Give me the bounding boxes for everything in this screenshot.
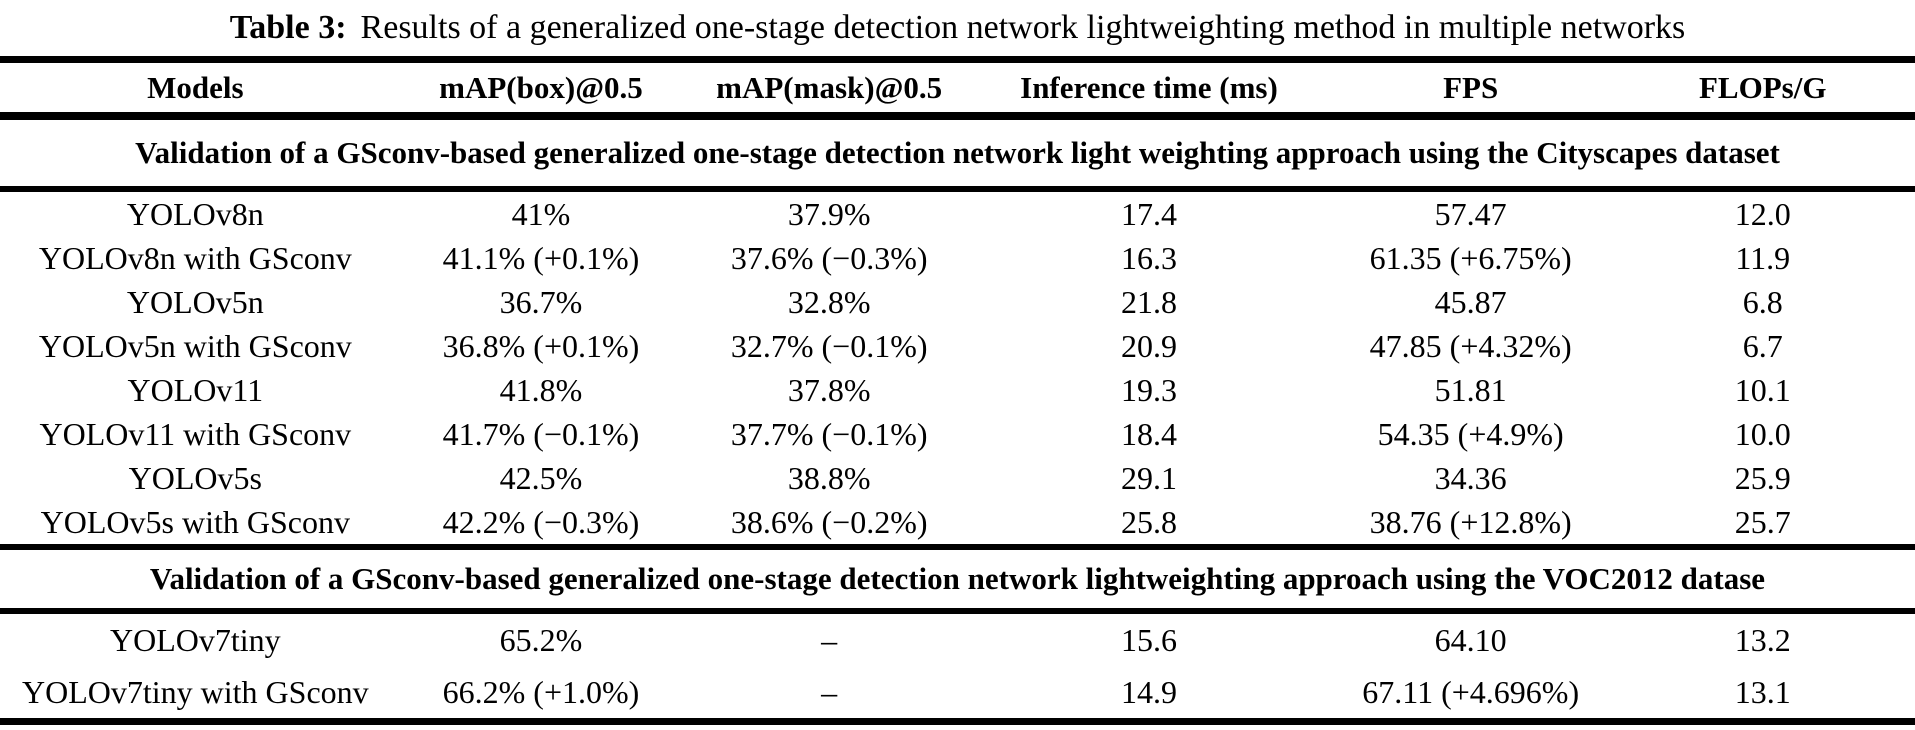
- table-row: YOLOv5s with GSconv 42.2% (−0.3%) 38.6% …: [0, 500, 1915, 547]
- table-row: YOLOv11 41.8% 37.8% 19.3 51.81 10.1: [0, 368, 1915, 412]
- cell-map-mask: 37.7% (−0.1%): [730, 415, 928, 452]
- column-header-inference-time: Inference time (ms): [967, 56, 1331, 120]
- cell-flops: 25.7: [1734, 503, 1791, 540]
- cell-map-mask: 32.7% (−0.1%): [730, 327, 928, 364]
- cell-fps: 34.36: [1434, 459, 1507, 496]
- cell-models: YOLOv7tiny with GSconv: [0, 666, 391, 725]
- column-header-fps: FPS: [1330, 56, 1611, 120]
- cell-inference-time: 25.8: [1120, 503, 1177, 540]
- table-row: YOLOv7tiny with GSconv 66.2% (+1.0%) – 1…: [0, 666, 1915, 725]
- cell-map-mask: 37.9%: [787, 195, 871, 232]
- column-header-models: Models: [0, 56, 391, 120]
- cell-inference-time: 16.3: [1120, 239, 1177, 276]
- cell-map-mask: 38.6% (−0.2%): [730, 503, 928, 540]
- column-header-flops: FLOPs/G: [1610, 56, 1915, 120]
- cell-fps: 51.81: [1434, 371, 1507, 408]
- table-row: YOLOv11 with GSconv 41.7% (−0.1%) 37.7% …: [0, 412, 1915, 456]
- table-caption: Table 3: Results of a generalized one-st…: [0, 0, 1915, 56]
- cell-map-box: 41.7% (−0.1%): [442, 415, 640, 452]
- cell-map-box: 66.2% (+1.0%): [390, 666, 692, 725]
- section-header-voc2012: Validation of a GSconv-based generalized…: [0, 544, 1915, 614]
- cell-models: YOLOv5s with GSconv: [40, 503, 350, 540]
- cell-models: YOLOv11 with GSconv: [39, 415, 352, 452]
- cell-map-mask: 38.8%: [787, 459, 871, 496]
- cell-models: YOLOv7tiny: [110, 621, 281, 658]
- cell-map-mask: –: [821, 621, 838, 658]
- cell-inference-time: 20.9: [1120, 327, 1177, 364]
- cell-models: YOLOv8n with GSconv: [38, 239, 352, 276]
- column-header-map-mask: mAP(mask)@0.5: [691, 56, 968, 120]
- cell-fps: 47.85 (+4.32%): [1369, 327, 1572, 364]
- cell-flops: 13.2: [1734, 621, 1791, 658]
- cell-flops: 6.7: [1742, 327, 1783, 364]
- cell-flops: 25.9: [1734, 459, 1791, 496]
- table-row: YOLOv5s 42.5% 38.8% 29.1 34.36 25.9: [0, 456, 1915, 500]
- cell-fps: 38.76 (+12.8%): [1369, 503, 1572, 540]
- table-caption-label: Table 3:: [229, 9, 347, 46]
- section-header-cityscapes: Validation of a GSconv-based generalized…: [0, 116, 1915, 192]
- cell-flops: 12.0: [1734, 195, 1791, 232]
- cell-fps: 61.35 (+6.75%): [1369, 239, 1572, 276]
- cell-inference-time: 15.6: [1120, 621, 1177, 658]
- table-row: YOLOv8n with GSconv 41.1% (+0.1%) 37.6% …: [0, 236, 1915, 280]
- cell-models: YOLOv5n: [126, 283, 264, 320]
- cell-map-box: 65.2%: [499, 621, 583, 658]
- cell-inference-time: 18.4: [1120, 415, 1177, 452]
- cell-models: YOLOv8n: [126, 195, 264, 232]
- table-caption-text: Results of a generalized one-stage detec…: [360, 9, 1686, 46]
- cell-flops: 11.9: [1735, 239, 1791, 276]
- cell-flops: 10.0: [1734, 415, 1791, 452]
- cell-flops: 13.1: [1610, 666, 1915, 725]
- cell-fps: 45.87: [1434, 283, 1507, 320]
- cell-inference-time: 19.3: [1120, 371, 1177, 408]
- cell-models: YOLOv5s: [128, 459, 262, 496]
- results-table: Models mAP(box)@0.5 mAP(mask)@0.5 Infere…: [0, 56, 1915, 725]
- cell-map-box: 36.7%: [499, 283, 583, 320]
- cell-inference-time: 17.4: [1120, 195, 1177, 232]
- cell-map-mask: –: [691, 666, 968, 725]
- cell-map-mask: 37.6% (−0.3%): [730, 239, 928, 276]
- column-header-map-box: mAP(box)@0.5: [390, 56, 692, 120]
- cell-map-box: 36.8% (+0.1%): [442, 327, 640, 364]
- cell-fps: 64.10: [1434, 621, 1507, 658]
- cell-map-box: 41%: [511, 195, 571, 232]
- cell-fps: 67.11 (+4.696%): [1330, 666, 1611, 725]
- cell-map-box: 42.2% (−0.3%): [442, 503, 640, 540]
- cell-flops: 6.8: [1742, 283, 1783, 320]
- cell-inference-time: 14.9: [967, 666, 1331, 725]
- cell-map-box: 42.5%: [499, 459, 583, 496]
- table-row: YOLOv8n 41% 37.9% 17.4 57.47 12.0: [0, 189, 1915, 236]
- cell-map-box: 41.8%: [499, 371, 583, 408]
- cell-models: YOLOv5n with GSconv: [38, 327, 352, 364]
- cell-inference-time: 29.1: [1120, 459, 1177, 496]
- cell-fps: 57.47: [1434, 195, 1507, 232]
- table-row: YOLOv5n with GSconv 36.8% (+0.1%) 32.7% …: [0, 324, 1915, 368]
- cell-fps: 54.35 (+4.9%): [1377, 415, 1564, 452]
- section-header-cityscapes-text: Validation of a GSconv-based generalized…: [0, 116, 1915, 192]
- cell-flops: 10.1: [1734, 371, 1791, 408]
- table-row: YOLOv7tiny 65.2% – 15.6 64.10 13.2: [0, 611, 1915, 666]
- cell-inference-time: 21.8: [1120, 283, 1177, 320]
- cell-map-box: 41.1% (+0.1%): [442, 239, 640, 276]
- cell-models: YOLOv11: [127, 371, 264, 408]
- table-row: YOLOv5n 36.7% 32.8% 21.8 45.87 6.8: [0, 280, 1915, 324]
- cell-map-mask: 37.8%: [787, 371, 871, 408]
- cell-map-mask: 32.8%: [787, 283, 871, 320]
- table-header-row: Models mAP(box)@0.5 mAP(mask)@0.5 Infere…: [0, 56, 1915, 120]
- section-header-voc2012-text: Validation of a GSconv-based generalized…: [0, 544, 1915, 614]
